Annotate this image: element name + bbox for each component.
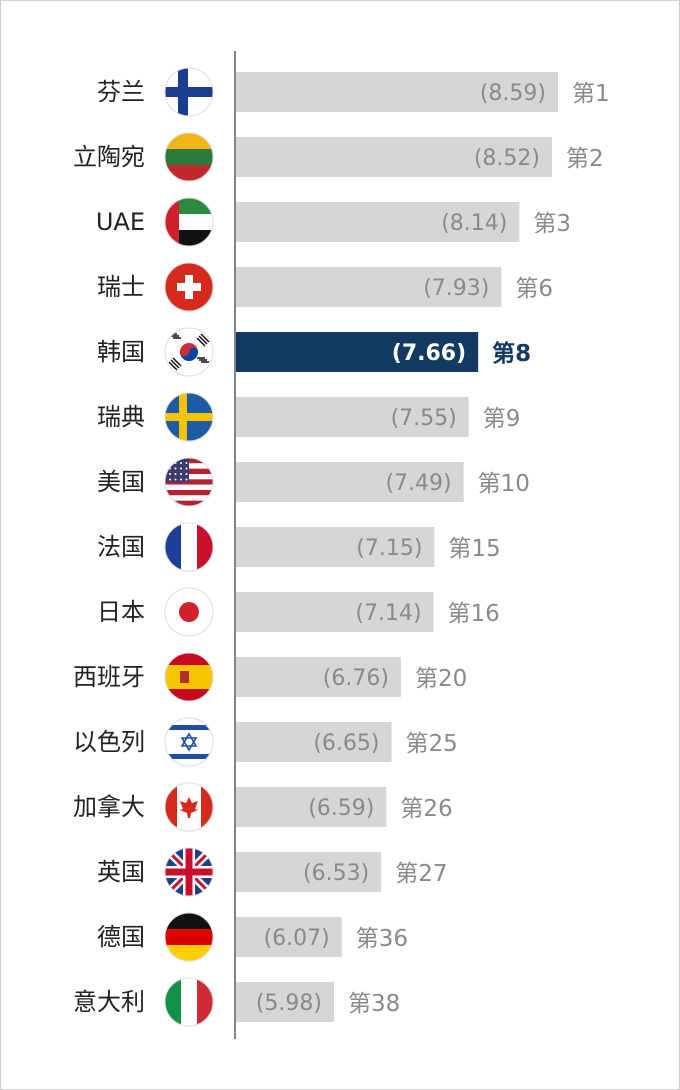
country-label: 美国: [97, 468, 145, 496]
bar: [236, 267, 502, 307]
rank-label: 第20: [415, 666, 467, 692]
rank-label: 第2: [566, 146, 604, 172]
value-label: (7.66): [392, 341, 466, 366]
country-label: 瑞典: [97, 403, 145, 431]
country-label: 以色列: [73, 728, 145, 756]
flag-outline: [164, 132, 214, 182]
rank-label: 第38: [348, 991, 400, 1017]
flag-outline: [164, 522, 214, 572]
lithuania-flag-icon: [165, 133, 213, 181]
value-label: (6.07): [264, 926, 330, 951]
rank-label: 第10: [478, 471, 530, 497]
country-label: 德国: [97, 923, 145, 951]
rank-label: 第25: [406, 731, 458, 757]
flag-outline: [164, 847, 214, 897]
italy-flag-icon: [165, 978, 213, 1026]
flag-outline: [164, 717, 214, 767]
flag-outline: [164, 262, 214, 312]
value-label: (7.93): [423, 276, 489, 301]
value-label: (7.15): [356, 536, 422, 561]
bar: [236, 917, 342, 957]
country-label: 西班牙: [73, 663, 145, 691]
country-label: 加拿大: [73, 793, 145, 821]
country-label: 芬兰: [97, 78, 145, 106]
flag-outline: [164, 457, 214, 507]
country-label: UAE: [96, 208, 145, 236]
bar: [236, 137, 552, 177]
value-label: (8.59): [480, 81, 546, 106]
value-label: (5.98): [256, 991, 322, 1016]
rank-label: 第8: [492, 340, 531, 367]
switzerland-flag-icon: [165, 263, 213, 311]
value-label: (7.14): [355, 601, 421, 626]
value-label: (7.55): [391, 406, 457, 431]
flag-outline: [164, 977, 214, 1027]
bar: [236, 72, 558, 112]
bar: [236, 527, 435, 567]
bar: [236, 202, 520, 242]
bar: [236, 722, 392, 762]
bar: [236, 592, 434, 632]
bar: [236, 982, 334, 1022]
bar: [236, 852, 382, 892]
value-label: (6.65): [313, 731, 379, 756]
rank-label: 第15: [448, 536, 500, 562]
flag-outline: [164, 327, 214, 377]
bar: [236, 397, 469, 437]
country-label: 立陶宛: [73, 143, 145, 171]
rank-label: 第36: [356, 926, 408, 952]
finland-flag-icon: [165, 68, 213, 116]
rank-label: 第26: [400, 796, 452, 822]
flag-outline: [164, 392, 214, 442]
flag-outline: [164, 912, 214, 962]
sweden-flag-icon: [165, 393, 213, 441]
country-label: 日本: [97, 598, 145, 626]
value-label: (6.53): [303, 861, 369, 886]
flag-outline: [164, 587, 214, 637]
france-flag-icon: [165, 523, 213, 571]
rank-label: 第3: [533, 211, 571, 237]
rank-label: 第9: [483, 406, 521, 432]
bar: [236, 332, 479, 372]
country-label: 韩国: [97, 338, 145, 366]
country-label: 英国: [97, 858, 145, 886]
country-label: 瑞士: [97, 273, 145, 301]
value-label: (8.52): [474, 146, 540, 171]
country-label: 意大利: [73, 988, 145, 1016]
bar: [236, 462, 464, 502]
rank-label: 第16: [448, 601, 500, 627]
rank-label: 第1: [572, 81, 610, 107]
flag-outline: [164, 197, 214, 247]
south-korea-flag-icon: [165, 328, 213, 376]
value-label: (6.76): [323, 666, 389, 691]
bar: [236, 657, 401, 697]
germany-flag-icon: [165, 913, 213, 961]
japan-flag-icon: [165, 588, 213, 636]
bar: [236, 787, 387, 827]
israel-flag-icon: [165, 718, 213, 766]
flag-outline: [164, 782, 214, 832]
value-label: (7.49): [385, 471, 451, 496]
spain-flag-icon: [165, 653, 213, 701]
value-label: (8.14): [441, 211, 507, 236]
value-label: (6.59): [308, 796, 374, 821]
rank-label: 第27: [395, 861, 447, 887]
flag-outline: [164, 652, 214, 702]
country-label: 法国: [97, 533, 145, 561]
rank-label: 第6: [515, 276, 553, 302]
usa-flag-icon: [165, 458, 213, 506]
uk-flag-icon: [165, 848, 213, 896]
flag-outline: [164, 67, 214, 117]
